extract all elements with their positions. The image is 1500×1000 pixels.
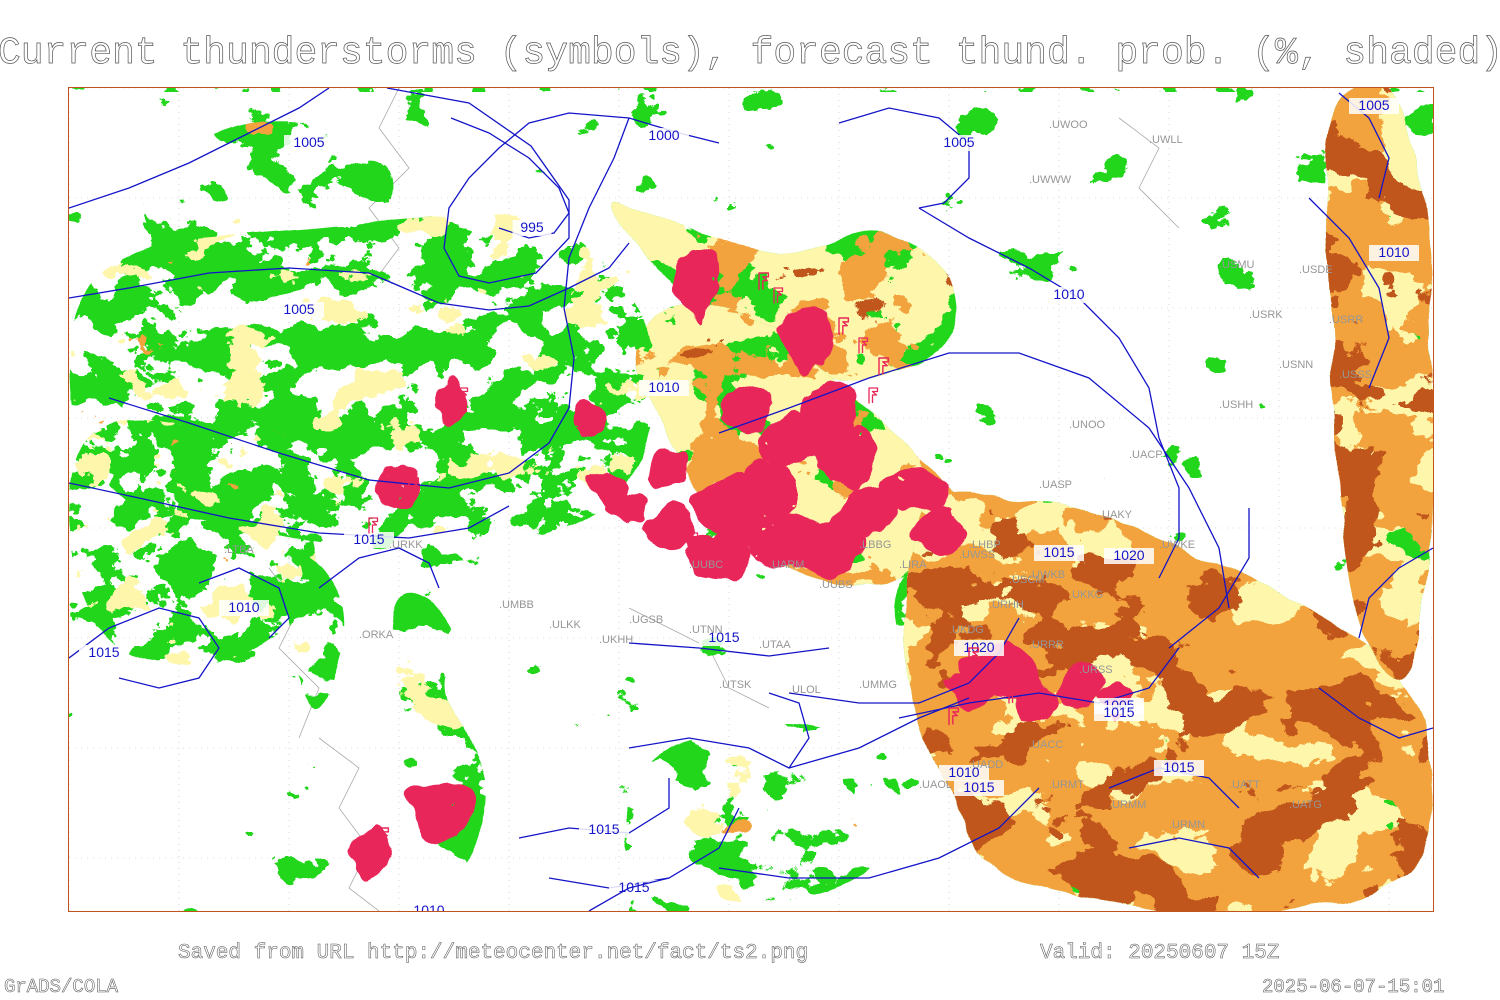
svg-text:.USHH: .USHH <box>1219 399 1253 411</box>
svg-text:.ORKA: .ORKA <box>359 629 394 641</box>
svg-text:.UWOO: .UWOO <box>1049 119 1088 131</box>
svg-text:.UWWW: .UWWW <box>1029 174 1072 186</box>
svg-text:.UUBS: .UUBS <box>819 579 853 591</box>
svg-text:1010: 1010 <box>648 379 679 395</box>
svg-text:.USSS: .USSS <box>1339 369 1372 381</box>
svg-text:.UTSK: .UTSK <box>719 679 752 691</box>
svg-text:1015: 1015 <box>88 644 119 660</box>
svg-text:.LBBG: .LBBG <box>859 539 891 551</box>
svg-text:.UWLL: .UWLL <box>1149 134 1183 146</box>
svg-text:1005: 1005 <box>293 134 324 150</box>
svg-text:.UADD: .UADD <box>969 759 1003 771</box>
svg-text:1010: 1010 <box>413 902 444 911</box>
svg-text:.UMMG: .UMMG <box>859 679 897 691</box>
svg-text:1015: 1015 <box>1103 704 1134 720</box>
svg-text:1005: 1005 <box>943 134 974 150</box>
svg-text:1005: 1005 <box>1358 97 1389 113</box>
svg-text:.URRR: .URRR <box>1029 639 1064 651</box>
svg-text:1020: 1020 <box>963 639 994 655</box>
svg-text:.UKDG: .UKDG <box>949 624 984 636</box>
svg-text:1015: 1015 <box>1043 544 1074 560</box>
svg-text:.USDE: .USDE <box>1299 264 1333 276</box>
svg-text:.UTAA: .UTAA <box>759 639 791 651</box>
svg-text:.URMM: .URMM <box>1109 799 1146 811</box>
svg-text:.URKK: .URKK <box>389 539 423 551</box>
svg-text:.USNN: .USNN <box>1279 359 1313 371</box>
svg-text:1015: 1015 <box>1163 759 1194 775</box>
svg-text:.UASP: .UASP <box>1039 479 1072 491</box>
svg-text:1010: 1010 <box>228 599 259 615</box>
svg-text:.UAKY: .UAKY <box>1099 509 1133 521</box>
svg-text:995: 995 <box>520 219 544 235</box>
svg-text:.USCM: .USCM <box>1009 574 1044 586</box>
svg-text:.ULKK: .ULKK <box>549 619 581 631</box>
svg-text:.UACP: .UACP <box>1129 449 1163 461</box>
svg-text:.USRK: .USRK <box>1249 309 1283 321</box>
svg-text:.LIRA: .LIRA <box>899 559 927 571</box>
svg-text:1020: 1020 <box>1113 547 1144 563</box>
svg-text:.LTBA: .LTBA <box>224 544 254 556</box>
svg-text:.USRR: .USRR <box>1329 314 1363 326</box>
svg-text:1015: 1015 <box>963 779 994 795</box>
svg-text:.URSS: .URSS <box>1079 664 1113 676</box>
svg-text:.UATT: .UATT <box>1229 779 1260 791</box>
svg-text:.UARM: .UARM <box>769 559 804 571</box>
svg-text:.LHBP: .LHBP <box>969 539 1001 551</box>
svg-text:.UKKG: .UKKG <box>1069 589 1103 601</box>
svg-text:1010: 1010 <box>1053 286 1084 302</box>
svg-text:1015: 1015 <box>588 821 619 837</box>
svg-text:1000: 1000 <box>648 127 679 143</box>
svg-text:.USMU: .USMU <box>1219 259 1255 271</box>
svg-text:.URHH: .URHH <box>989 599 1024 611</box>
svg-text:.UUBC: .UUBC <box>689 559 723 571</box>
svg-text:.URMN: .URMN <box>1169 819 1205 831</box>
svg-text:.UNOO: .UNOO <box>1069 419 1106 431</box>
svg-text:.UWKE: .UWKE <box>1159 539 1195 551</box>
svg-text:.UGSB: .UGSB <box>629 614 663 626</box>
svg-text:.UATG: .UATG <box>1289 799 1322 811</box>
svg-text:.UKHH: .UKHH <box>599 634 633 646</box>
svg-text:.UTNN: .UTNN <box>689 624 723 636</box>
svg-text:1005: 1005 <box>283 301 314 317</box>
svg-text:.UACC: .UACC <box>1029 739 1063 751</box>
svg-text:.ULOL: .ULOL <box>789 684 821 696</box>
svg-text:.UMBB: .UMBB <box>499 599 534 611</box>
svg-text:1010: 1010 <box>1378 244 1409 260</box>
svg-text:.UAOL: .UAOL <box>919 779 952 791</box>
svg-text:.URMT: .URMT <box>1049 779 1084 791</box>
